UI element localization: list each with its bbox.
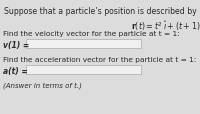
Text: $\mathbf{r}(t) = t^2\,\hat{\imath} + (t + 1)\,\hat{k}.$: $\mathbf{r}(t) = t^2\,\hat{\imath} + (t … [131, 17, 200, 32]
Text: a(t) =: a(t) = [3, 66, 28, 75]
Text: Find the velocity vector for the particle at t = 1:: Find the velocity vector for the particl… [3, 31, 180, 37]
FancyBboxPatch shape [26, 65, 141, 74]
FancyBboxPatch shape [26, 40, 141, 49]
Text: Find the acceleration vector for the particle at t = 1:: Find the acceleration vector for the par… [3, 57, 196, 62]
Text: Suppose that a particle’s position is described by: Suppose that a particle’s position is de… [4, 7, 196, 16]
Text: (Answer in terms of t.): (Answer in terms of t.) [3, 81, 82, 88]
Text: v(1) =: v(1) = [3, 41, 29, 50]
